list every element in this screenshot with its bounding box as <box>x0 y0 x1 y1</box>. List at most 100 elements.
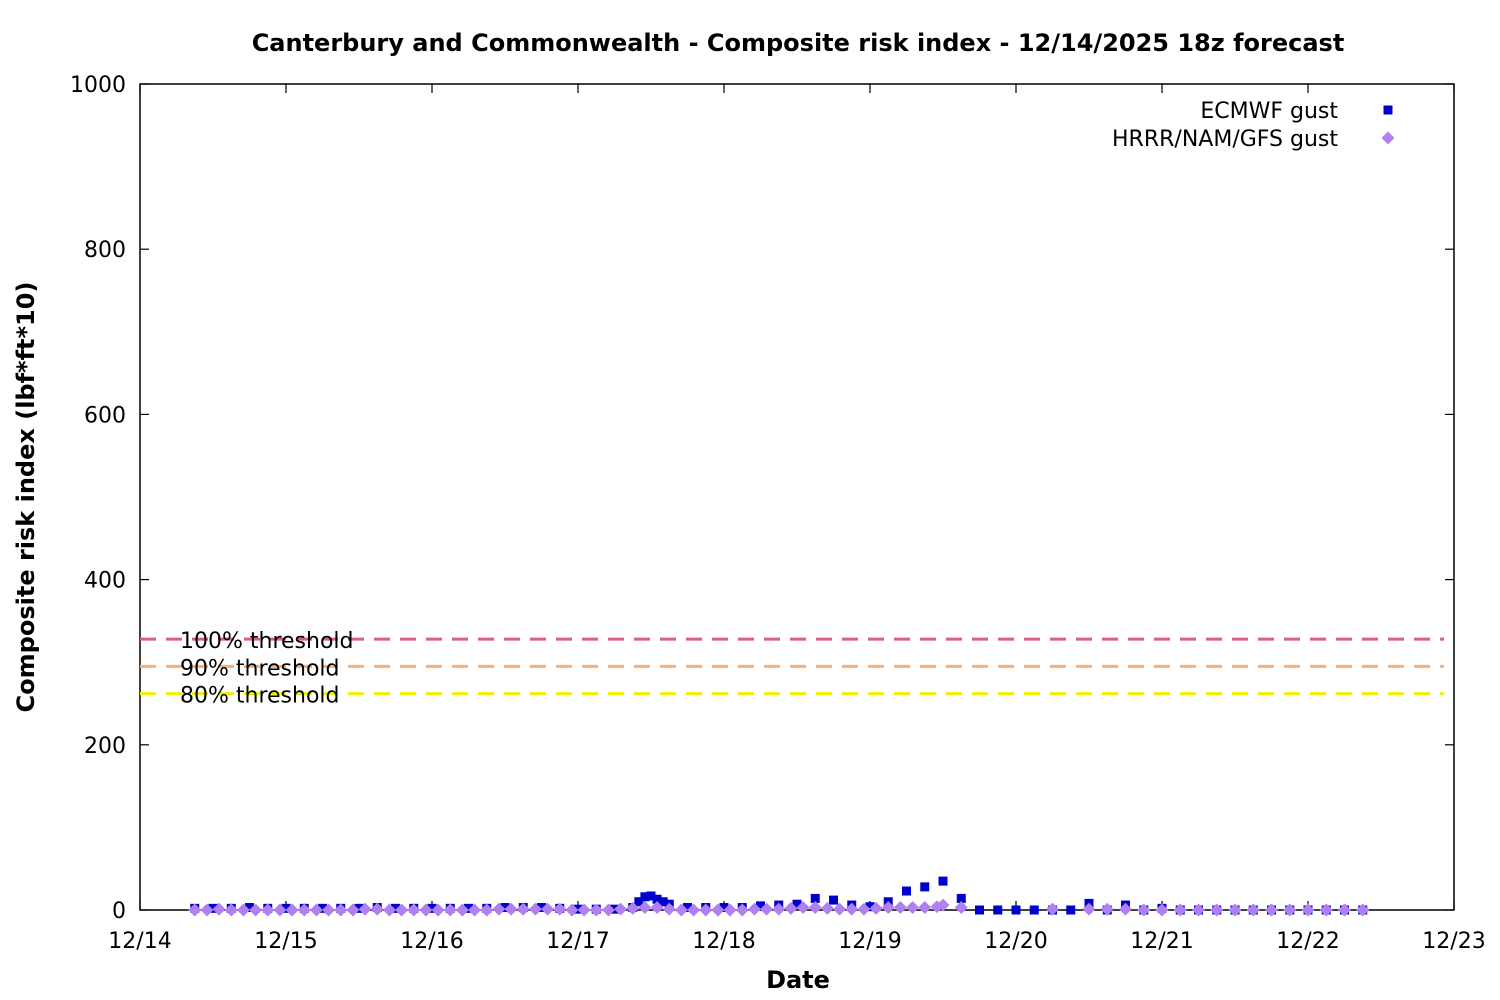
data-point <box>638 901 652 915</box>
data-point <box>865 902 875 912</box>
data-point <box>646 891 656 901</box>
y-tick-label: 400 <box>84 569 126 594</box>
data-point <box>224 903 238 917</box>
data-point <box>747 902 761 916</box>
data-point <box>626 901 640 915</box>
data-point <box>920 882 930 892</box>
data-point <box>1066 905 1076 915</box>
data-point <box>833 902 847 916</box>
x-tick-label: 12/19 <box>838 929 901 954</box>
data-point <box>640 892 650 902</box>
data-point <box>322 903 336 917</box>
x-tick-label: 12/18 <box>692 929 755 954</box>
data-point <box>480 903 494 917</box>
data-point <box>857 902 871 916</box>
data-point <box>212 902 226 916</box>
data-point <box>719 903 729 913</box>
data-point <box>1046 902 1059 916</box>
data-point <box>407 903 421 917</box>
data-point <box>772 902 786 916</box>
data-point <box>652 894 662 904</box>
x-tick-label: 12/15 <box>254 929 317 954</box>
data-point <box>674 903 688 917</box>
data-point <box>1082 902 1096 916</box>
data-point <box>236 903 250 917</box>
data-point <box>735 903 749 917</box>
data-point <box>577 903 591 917</box>
legend-marker <box>1383 105 1393 115</box>
data-point <box>954 901 968 915</box>
data-point <box>1246 903 1260 917</box>
data-point <box>1119 902 1132 916</box>
x-axis-label: Date <box>766 966 830 994</box>
data-point <box>468 903 482 917</box>
data-point <box>318 903 327 913</box>
data-point <box>699 903 713 917</box>
data-point <box>1338 903 1351 917</box>
data-points <box>188 876 1370 917</box>
data-point <box>760 902 774 916</box>
y-axis-label: Composite risk index (lbf*ft*10) <box>12 282 40 713</box>
data-point <box>1283 903 1297 917</box>
data-point <box>1356 903 1370 917</box>
data-point <box>500 903 510 913</box>
data-point <box>382 903 396 917</box>
data-point <box>431 903 445 917</box>
data-point <box>464 903 473 913</box>
data-point <box>845 902 859 916</box>
data-point <box>683 903 692 913</box>
legend-marker <box>1381 131 1395 145</box>
data-point <box>245 903 254 913</box>
data-point <box>553 902 567 916</box>
data-point <box>589 903 603 917</box>
data-point <box>658 897 668 907</box>
data-point <box>829 895 838 905</box>
data-point <box>370 902 384 916</box>
y-tick-label: 600 <box>84 403 126 428</box>
data-point <box>427 903 437 913</box>
data-point <box>346 903 360 917</box>
data-point <box>537 903 546 913</box>
data-point <box>601 903 615 917</box>
data-point <box>285 903 299 917</box>
data-point <box>200 903 214 917</box>
data-point <box>711 903 725 917</box>
data-point <box>1100 902 1114 916</box>
data-point <box>975 905 984 915</box>
data-point <box>443 903 457 917</box>
data-point <box>281 903 291 913</box>
data-point <box>936 898 950 912</box>
data-point <box>902 886 911 896</box>
data-point <box>1173 903 1187 917</box>
data-point <box>1137 903 1151 917</box>
data-point <box>1011 905 1021 915</box>
data-point <box>687 903 701 917</box>
data-point <box>938 876 948 886</box>
data-point <box>1210 903 1224 917</box>
data-point <box>906 901 920 915</box>
data-point <box>1192 903 1205 917</box>
data-point <box>565 903 579 917</box>
data-point <box>334 903 348 917</box>
data-point <box>796 901 810 915</box>
data-point <box>634 897 644 907</box>
y-tick-label: 1000 <box>70 73 126 98</box>
data-point <box>881 901 895 915</box>
data-point <box>820 901 834 915</box>
legend-label: HRRR/NAM/GFS gust <box>1112 127 1338 152</box>
x-tick-label: 12/23 <box>1422 929 1485 954</box>
plot-frame <box>139 83 1455 911</box>
series-hrrr-nam-gfs <box>188 898 1370 917</box>
y-tick-label: 0 <box>112 899 126 924</box>
threshold-label: 90% threshold <box>180 656 340 681</box>
data-point <box>261 903 275 917</box>
data-point <box>573 904 583 914</box>
data-point <box>541 902 555 916</box>
data-point <box>358 902 372 916</box>
data-point <box>504 902 518 916</box>
data-point <box>1319 903 1333 917</box>
x-tick-label: 12/20 <box>984 929 1047 954</box>
data-point <box>188 903 202 917</box>
